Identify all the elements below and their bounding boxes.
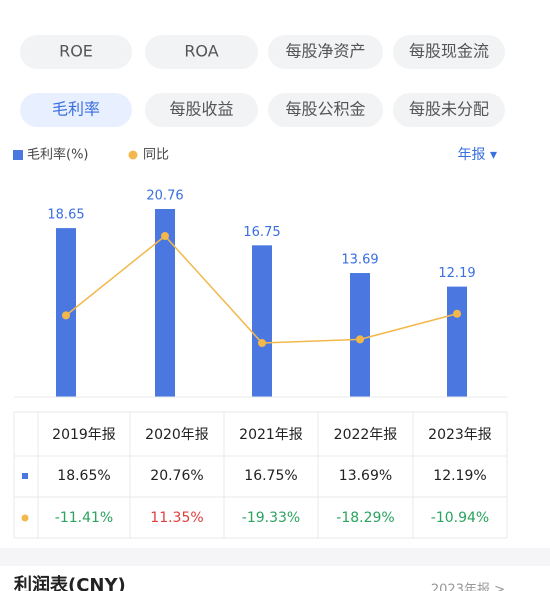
period-selector[interactable]: 年报 ▾	[458, 147, 497, 163]
bar-label: 20.76	[146, 189, 183, 204]
tab-pill[interactable]	[393, 35, 505, 69]
row-marker	[22, 473, 28, 479]
line-point	[62, 311, 70, 320]
line-point	[161, 232, 169, 240]
line-point	[258, 339, 266, 347]
bar	[252, 245, 272, 397]
line-point	[453, 309, 461, 318]
tab-label[interactable]: ROA	[184, 42, 218, 61]
tab-label[interactable]: 每股未分配	[409, 100, 489, 119]
table-cell: -19.33%	[242, 510, 300, 526]
bar	[350, 273, 370, 397]
tab-pill[interactable]	[268, 35, 383, 69]
table-header: 2023年报	[428, 427, 492, 443]
tab-pill[interactable]	[145, 35, 258, 69]
tab-pill[interactable]	[20, 35, 132, 69]
table-header: 2020年报	[145, 427, 209, 443]
tab-label[interactable]: 每股现金流	[409, 42, 489, 61]
legend-label: 毛利率(%)	[27, 147, 89, 163]
table-cell: 11.35%	[150, 510, 203, 526]
table-cell: -10.94%	[431, 510, 489, 526]
legend-swatch	[128, 150, 138, 160]
tab-pill[interactable]	[20, 93, 132, 127]
table-cell: 20.76%	[150, 468, 203, 484]
table-cell: 18.65%	[57, 468, 110, 484]
legend-swatch	[13, 150, 23, 160]
tab-pill[interactable]	[268, 93, 383, 127]
tab-label[interactable]: 毛利率	[52, 100, 100, 119]
tab-pill[interactable]	[393, 93, 505, 127]
bar-label: 16.75	[243, 225, 280, 240]
legend-label: 同比	[143, 148, 169, 163]
separator	[0, 548, 550, 566]
bar-label: 12.19	[438, 266, 475, 281]
table-header: 2022年报	[334, 427, 398, 443]
tab-label[interactable]: 每股公积金	[285, 100, 365, 119]
section-title: 利润表(CNY)	[14, 574, 126, 591]
row-marker	[21, 514, 29, 522]
tab-label[interactable]: 每股收益	[169, 100, 233, 119]
table-cell: 13.69%	[339, 468, 392, 484]
table-header: 2021年报	[239, 427, 303, 443]
tab-label[interactable]: 每股净资产	[285, 42, 365, 61]
tab-pill[interactable]	[145, 93, 258, 127]
table-cell: 12.19%	[433, 468, 486, 484]
table-header: 2019年报	[52, 427, 116, 443]
line-point	[356, 335, 364, 344]
table-cell: 16.75%	[244, 468, 297, 484]
table-cell: -18.29%	[336, 510, 394, 526]
tab-label[interactable]: ROE	[59, 42, 93, 61]
table-cell: -11.41%	[55, 510, 113, 526]
bar	[447, 286, 467, 397]
bar-label: 18.65	[47, 208, 84, 223]
section-link[interactable]: 2023年报 >	[431, 583, 505, 591]
bar-label: 13.69	[341, 253, 378, 268]
bar	[155, 209, 175, 397]
